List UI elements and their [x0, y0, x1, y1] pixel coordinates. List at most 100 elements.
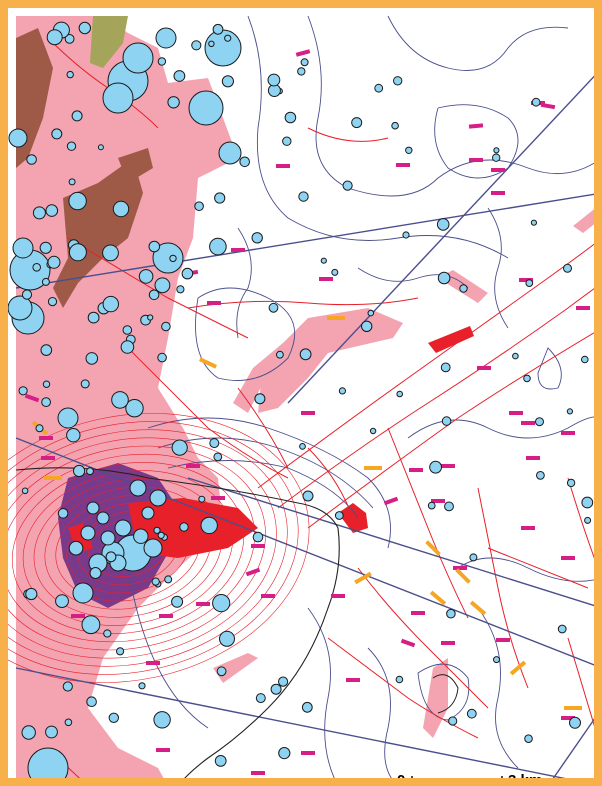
seismic-event-circle-west-25: [173, 70, 186, 82]
seismic-event-circle-small-23: [276, 350, 284, 359]
seismic-event-circle-small-109: [18, 386, 28, 396]
seismic-event-circle-small-87: [68, 178, 76, 186]
scale-bar: [411, 776, 503, 778]
contour-line-16: [127, 567, 209, 729]
seismic-event-circle-west-51: [209, 237, 227, 256]
seismic-event-circle-small-67: [405, 146, 413, 155]
seismic-event-circle-small-39: [64, 34, 75, 44]
seismic-event-circle-small-74: [255, 693, 266, 704]
seismic-event-circle-west-34: [102, 295, 120, 313]
seismic-event-circle-west-23: [179, 522, 189, 532]
seismic-event-circle-small-103: [214, 755, 227, 767]
seismic-event-circle-small-94: [209, 438, 220, 449]
seismic-event-circle-large-24: [149, 489, 167, 507]
seismic-event-circle-west-26: [78, 21, 92, 35]
olive-unit-areas: [90, 16, 128, 68]
fault-line-1: [257, 243, 594, 489]
seismic-event-circle-large-4: [188, 90, 224, 126]
seismic-event-circle-small-41: [300, 58, 309, 67]
seismic-event-circle-small-3: [62, 681, 73, 692]
seismic-event-circles: [8, 21, 594, 778]
seismic-event-circle-large-7: [152, 242, 184, 274]
seismic-event-circle-small-46: [80, 379, 90, 389]
seismic-event-circle-west-45: [26, 154, 37, 165]
seismic-event-circle-small-107: [342, 180, 353, 191]
seismic-event-circle-small-5: [393, 76, 403, 86]
seismic-event-circle-west-10: [71, 110, 83, 122]
seismic-event-circle-small-49: [427, 501, 436, 510]
seismic-event-circle-west-30: [164, 575, 173, 584]
seismic-event-circle-west-11: [32, 206, 46, 220]
lineament-3: [15, 667, 566, 778]
seismic-event-circle-small-15: [64, 718, 73, 727]
seismic-event-circle-west-60: [81, 615, 101, 635]
contour-line-15: [417, 663, 470, 721]
orange-dike-dash-12: [469, 600, 487, 616]
seismic-event-circle-small-40: [493, 656, 500, 664]
seismic-event-circle-small-42: [297, 67, 306, 76]
seismic-event-circle-west-29: [25, 587, 38, 601]
fault-line-17: [567, 477, 594, 559]
contour-line-10: [457, 557, 594, 582]
seismic-event-circle-west-6: [86, 467, 94, 476]
pink-unit-southeast-lens: [423, 658, 448, 738]
seismic-event-circle-west-59: [212, 23, 224, 35]
seismic-event-circle-small-89: [176, 285, 185, 294]
seismic-event-circle-west-55: [216, 666, 227, 677]
seismic-event-circle-small-2: [157, 352, 167, 363]
seismic-event-circle-small-1: [299, 443, 306, 450]
seismic-event-circle-small-14: [459, 284, 468, 293]
olive-unit-north: [90, 16, 128, 68]
seismic-event-circle-small-90: [108, 712, 120, 723]
seismic-event-circle-small-83: [214, 192, 226, 204]
brown-unit-patch: [118, 148, 153, 183]
seismic-event-circle-large-21: [100, 530, 116, 546]
seismic-event-circle-small-27: [444, 501, 454, 512]
seismic-event-circle-small-78: [440, 362, 451, 373]
seismic-event-circle-small-60: [581, 496, 594, 509]
fault-line-5: [307, 127, 389, 142]
dike-dash-24: [383, 496, 399, 506]
seismic-event-circle-small-88: [429, 460, 443, 474]
seismic-event-circle-small-75: [66, 141, 77, 151]
seismic-event-circle-small-37: [395, 675, 404, 684]
black-contact-line-2: [432, 674, 459, 714]
seismic-event-circle-small-100: [512, 352, 519, 360]
seismic-event-circle-small-44: [97, 144, 104, 151]
seismic-event-circle-west-2: [153, 711, 171, 729]
seismic-event-circle-small-80: [147, 314, 154, 321]
seismic-event-circle-small-18: [391, 121, 399, 130]
seismic-event-circle-small-102: [157, 57, 167, 66]
seismic-event-circle-large-14: [57, 407, 79, 429]
seismic-event-circle-west-31: [212, 594, 231, 613]
gravity-contour-14: [8, 413, 310, 683]
seismic-event-circle-small-55: [86, 696, 97, 708]
fault-line-11: [357, 567, 489, 709]
red-unit-southwest: [68, 523, 93, 553]
lineament-1: [15, 193, 594, 289]
seismic-event-circle-small-11: [402, 231, 410, 239]
seismic-event-circle-west-33: [200, 516, 218, 535]
gravity-contour-8: [11, 462, 245, 634]
seismic-event-circle-large-25: [129, 479, 147, 497]
contour-line-1: [307, 15, 594, 197]
seismic-event-circle-west-13: [41, 277, 50, 286]
seismic-event-circle-small-93: [566, 478, 576, 488]
seismic-event-circle-large-30: [86, 501, 100, 515]
seismic-event-circle-west-43: [46, 29, 63, 46]
seismic-event-circle-west-19: [112, 200, 130, 218]
fault-line-8: [127, 347, 289, 479]
seismic-event-circle-small-62: [334, 511, 344, 520]
seismic-event-circle-small-106: [194, 201, 204, 211]
fault-line-9: [477, 487, 529, 689]
seismic-event-circle-small-7: [338, 387, 346, 395]
scale-bar-end-label: 3 km: [508, 772, 543, 786]
seismic-event-circle-small-61: [267, 73, 281, 87]
pink-unit-south-arc: [213, 653, 258, 683]
regional-lineaments: [15, 75, 594, 778]
lineament-4: [287, 75, 594, 404]
seismic-event-circle-west-36: [138, 269, 154, 284]
dike-dash-46: [400, 638, 416, 648]
seismic-event-circle-large-27: [96, 511, 110, 525]
contour-line-7: [157, 437, 374, 509]
